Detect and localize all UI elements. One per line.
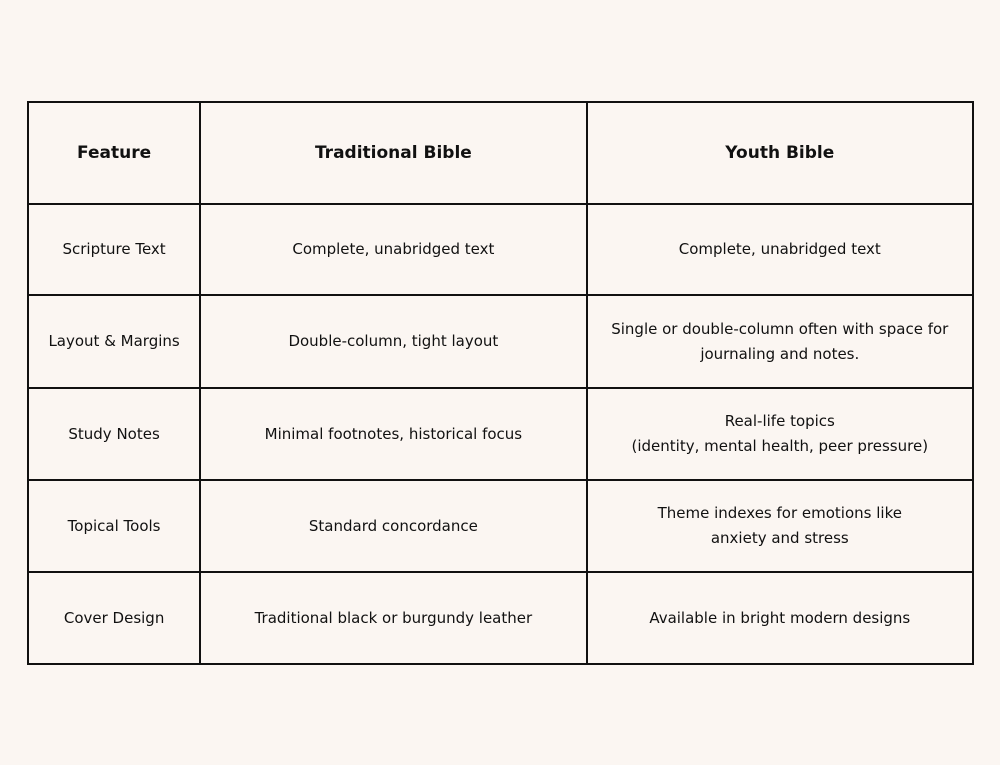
table-row: Layout & Margins Double-column, tight la… [26,294,975,389]
cell-line: Theme indexes for emotions like [657,504,902,522]
header-row: Feature Traditional Bible Youth Bible [26,101,975,205]
cell-line: Complete, unabridged text [678,240,881,258]
cell-line: Minimal footnotes, historical focus [264,424,523,443]
comparison-table: Feature Traditional Bible Youth Bible Sc… [26,101,975,665]
table-row: Study Notes Minimal footnotes, historica… [26,387,975,481]
cell-line: Complete, unabridged text [292,240,495,258]
youth-cell: Complete, unabridged text [585,203,975,296]
header-feature: Feature [26,101,202,205]
traditional-cell: Standard concordance [199,479,588,573]
youth-cell: Available in bright modern designs [585,571,975,665]
traditional-cell: Double-column, tight layout [199,294,588,389]
youth-cell: Single or double-column often with space… [585,294,975,389]
table-row: Cover Design Traditional black or burgun… [26,571,975,665]
feature-cell: Topical Tools [26,479,202,573]
header-traditional-bible: Traditional Bible [199,101,588,205]
cell-line: Standard concordance [308,516,478,535]
cell-line: Single or double-column often with space… [611,319,949,338]
cell-line: (identity, mental health, peer pressure) [631,437,929,455]
feature-cell: Layout & Margins [26,294,202,389]
feature-cell: Study Notes [26,387,202,481]
header-youth-bible: Youth Bible [585,101,975,205]
cell-line: Double-column, tight layout [288,332,499,350]
table-row: Topical Tools Standard concordance Theme… [26,479,975,573]
youth-cell: Theme indexes for emotions like anxiety … [585,479,975,573]
traditional-cell: Traditional black or burgundy leather [199,571,588,665]
cell-line: anxiety and stress [710,529,849,547]
traditional-cell: Minimal footnotes, historical focus [199,387,588,481]
feature-cell: Scripture Text [26,203,202,296]
cell-line: journaling and notes. [700,344,860,363]
table-row: Scripture Text Complete, unabridged text… [26,203,975,296]
feature-cell: Cover Design [26,571,202,665]
cell-line: Traditional black or burgundy leather [254,608,533,627]
traditional-cell: Complete, unabridged text [199,203,588,296]
youth-cell: Real-life topics (identity, mental healt… [585,387,975,481]
cell-line: Available in bright modern designs [649,608,911,627]
cell-line: Real-life topics [724,412,835,430]
